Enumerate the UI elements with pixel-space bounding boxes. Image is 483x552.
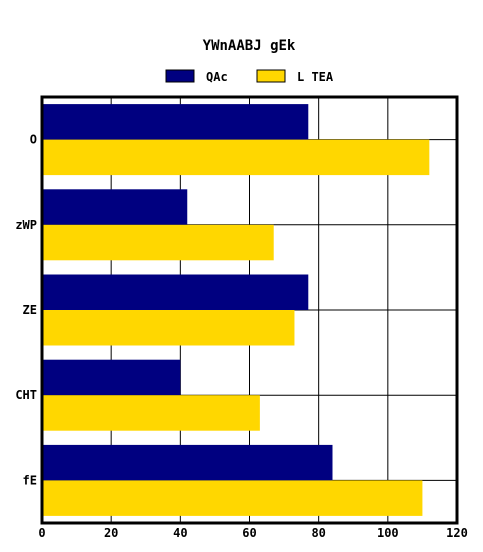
bar-qac	[42, 444, 333, 481]
chart-title: YWnAABJ gEk	[203, 38, 296, 54]
bar-qac	[42, 274, 309, 310]
bar-qac	[42, 189, 188, 225]
y-tick-label: ZE	[23, 303, 37, 317]
bar-l-tea	[42, 395, 260, 431]
y-tick-label: fE	[23, 473, 37, 487]
x-tick-label: 0	[38, 526, 45, 540]
x-tick-label: 40	[173, 526, 187, 540]
bar-qac	[42, 104, 309, 140]
x-tick-label: 20	[104, 526, 118, 540]
x-tick-label: 60	[242, 526, 256, 540]
legend-label-l-tea: L TEA	[297, 70, 334, 84]
legend-swatch-l-tea	[256, 69, 286, 83]
y-tick-label: O	[30, 133, 37, 147]
bar-qac	[42, 359, 181, 396]
legend-swatch-qac	[165, 69, 195, 83]
legend: QAc L TEA	[165, 69, 334, 84]
plot-frame	[40, 95, 459, 525]
x-tick-label: 120	[446, 526, 468, 540]
x-tick-label: 100	[377, 526, 399, 540]
bar-l-tea	[42, 224, 274, 261]
legend-label-qac: QAc	[206, 70, 228, 84]
y-tick-label: CHT	[15, 388, 37, 402]
x-axis-labels: 0 20 40 60 80 100 120	[38, 526, 467, 540]
bar-l-tea	[42, 310, 295, 346]
bar-l-tea	[42, 139, 430, 176]
y-tick-label: zWP	[15, 218, 37, 232]
bar-l-tea	[42, 480, 423, 516]
x-tick-label: 80	[311, 526, 325, 540]
bars	[42, 104, 430, 516]
